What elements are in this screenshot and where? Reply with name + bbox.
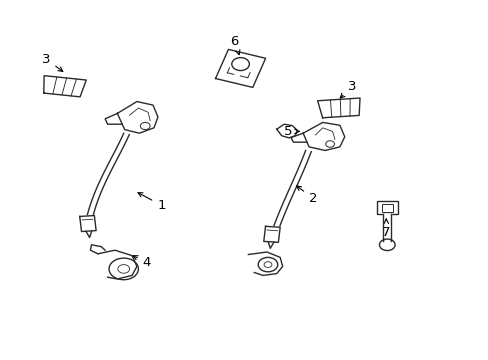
FancyBboxPatch shape [381, 204, 392, 212]
Polygon shape [267, 242, 273, 248]
Text: 6: 6 [230, 35, 240, 55]
Polygon shape [90, 245, 105, 254]
Polygon shape [303, 122, 344, 150]
Text: 3: 3 [340, 80, 356, 98]
Text: 2: 2 [296, 186, 317, 204]
Polygon shape [290, 133, 306, 142]
Text: 7: 7 [381, 219, 390, 239]
Text: 1: 1 [138, 193, 165, 212]
Polygon shape [80, 216, 96, 231]
Polygon shape [263, 226, 280, 242]
Polygon shape [117, 102, 158, 133]
Polygon shape [276, 124, 297, 138]
Polygon shape [248, 252, 282, 275]
Polygon shape [86, 231, 92, 238]
Polygon shape [98, 250, 137, 279]
FancyBboxPatch shape [376, 201, 397, 214]
Text: 4: 4 [133, 256, 151, 269]
Polygon shape [105, 113, 122, 124]
Polygon shape [215, 49, 265, 87]
Text: 5: 5 [284, 125, 299, 138]
Text: 3: 3 [42, 53, 62, 71]
